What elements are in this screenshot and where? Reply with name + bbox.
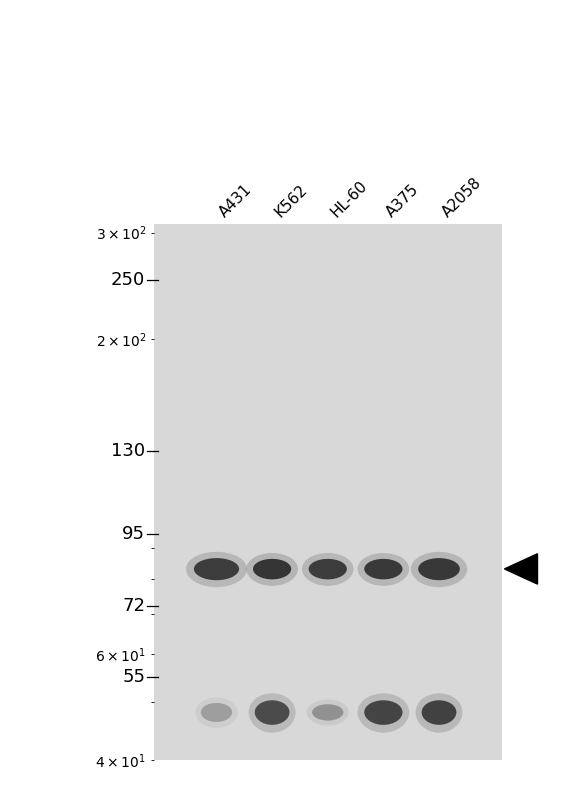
Text: 55: 55	[123, 668, 145, 686]
Text: HL-60: HL-60	[328, 178, 370, 220]
Ellipse shape	[357, 553, 409, 586]
Text: 130: 130	[111, 442, 145, 461]
Ellipse shape	[253, 559, 291, 579]
Ellipse shape	[249, 694, 296, 733]
Ellipse shape	[357, 694, 409, 733]
Ellipse shape	[418, 558, 460, 580]
Ellipse shape	[411, 552, 467, 587]
Text: K562: K562	[272, 182, 310, 220]
Ellipse shape	[194, 558, 239, 580]
Ellipse shape	[364, 700, 402, 725]
Ellipse shape	[364, 559, 402, 579]
Ellipse shape	[196, 698, 238, 728]
Ellipse shape	[422, 700, 457, 725]
Text: A375: A375	[384, 182, 422, 220]
Ellipse shape	[307, 699, 349, 726]
Text: 250: 250	[111, 271, 145, 290]
Text: A2058: A2058	[439, 175, 484, 220]
Ellipse shape	[302, 553, 353, 586]
Ellipse shape	[246, 553, 298, 586]
Text: 72: 72	[123, 597, 145, 615]
Ellipse shape	[416, 694, 462, 733]
Text: A431: A431	[217, 182, 255, 220]
Ellipse shape	[255, 700, 290, 725]
Ellipse shape	[308, 559, 347, 579]
Ellipse shape	[201, 703, 232, 722]
Ellipse shape	[312, 704, 343, 721]
Text: 95: 95	[123, 525, 145, 542]
Ellipse shape	[186, 552, 247, 587]
